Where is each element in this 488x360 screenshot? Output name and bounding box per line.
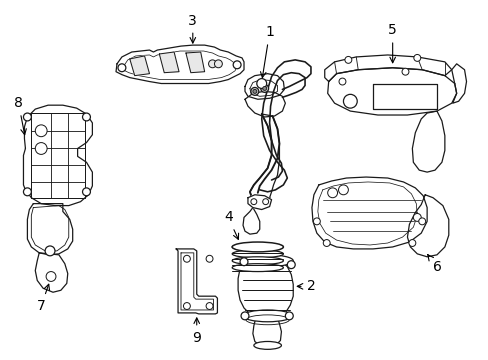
Circle shape xyxy=(338,185,347,195)
Circle shape xyxy=(412,213,420,221)
Circle shape xyxy=(240,258,247,266)
Polygon shape xyxy=(372,84,436,109)
Ellipse shape xyxy=(232,250,283,258)
Polygon shape xyxy=(23,105,92,206)
Circle shape xyxy=(262,199,268,204)
Circle shape xyxy=(313,218,320,225)
Circle shape xyxy=(82,188,90,196)
Circle shape xyxy=(256,78,266,89)
Polygon shape xyxy=(407,195,448,257)
Text: 2: 2 xyxy=(297,279,315,293)
Polygon shape xyxy=(129,56,149,76)
Text: 1: 1 xyxy=(260,25,273,77)
Polygon shape xyxy=(185,52,204,73)
Circle shape xyxy=(23,113,31,121)
Polygon shape xyxy=(238,258,293,320)
Polygon shape xyxy=(327,68,456,115)
Circle shape xyxy=(250,87,258,95)
Ellipse shape xyxy=(232,257,283,265)
Ellipse shape xyxy=(242,255,293,267)
Polygon shape xyxy=(247,195,271,210)
Circle shape xyxy=(287,261,295,269)
Polygon shape xyxy=(244,91,285,117)
Text: 8: 8 xyxy=(14,96,26,135)
Polygon shape xyxy=(451,64,466,103)
Polygon shape xyxy=(244,74,284,99)
Circle shape xyxy=(82,113,90,121)
Polygon shape xyxy=(176,249,217,314)
Polygon shape xyxy=(35,253,68,292)
Circle shape xyxy=(205,302,213,310)
Polygon shape xyxy=(252,318,281,347)
Text: 5: 5 xyxy=(387,23,396,63)
Circle shape xyxy=(23,188,31,196)
Text: 7: 7 xyxy=(37,284,49,313)
Circle shape xyxy=(344,57,351,63)
Ellipse shape xyxy=(232,264,283,271)
Circle shape xyxy=(118,64,125,72)
Polygon shape xyxy=(116,45,244,84)
Circle shape xyxy=(260,85,268,93)
Ellipse shape xyxy=(232,243,283,251)
Circle shape xyxy=(183,255,190,262)
Circle shape xyxy=(233,61,241,69)
Circle shape xyxy=(285,312,293,320)
Text: 6: 6 xyxy=(427,255,441,274)
Ellipse shape xyxy=(232,242,283,252)
Polygon shape xyxy=(159,52,179,73)
Circle shape xyxy=(183,302,190,310)
Polygon shape xyxy=(311,177,426,249)
Ellipse shape xyxy=(243,310,292,322)
Circle shape xyxy=(241,312,248,320)
Ellipse shape xyxy=(253,342,281,349)
Text: 3: 3 xyxy=(188,14,197,43)
Circle shape xyxy=(413,54,420,61)
Circle shape xyxy=(45,246,55,256)
Circle shape xyxy=(46,271,56,282)
Circle shape xyxy=(208,60,216,68)
Circle shape xyxy=(262,86,266,90)
Circle shape xyxy=(327,188,337,198)
Circle shape xyxy=(205,255,213,262)
Circle shape xyxy=(418,218,425,225)
Circle shape xyxy=(338,78,345,85)
Text: 4: 4 xyxy=(224,210,238,239)
Circle shape xyxy=(250,199,256,204)
Circle shape xyxy=(401,68,408,75)
Polygon shape xyxy=(411,111,444,172)
Polygon shape xyxy=(249,114,279,202)
Circle shape xyxy=(408,239,415,247)
Circle shape xyxy=(252,89,256,93)
Circle shape xyxy=(323,239,329,247)
Circle shape xyxy=(214,60,222,68)
Polygon shape xyxy=(324,55,451,82)
Polygon shape xyxy=(243,208,259,234)
Circle shape xyxy=(343,94,357,108)
Circle shape xyxy=(35,125,47,137)
Polygon shape xyxy=(27,204,73,255)
Circle shape xyxy=(35,143,47,154)
Text: 9: 9 xyxy=(192,318,201,345)
